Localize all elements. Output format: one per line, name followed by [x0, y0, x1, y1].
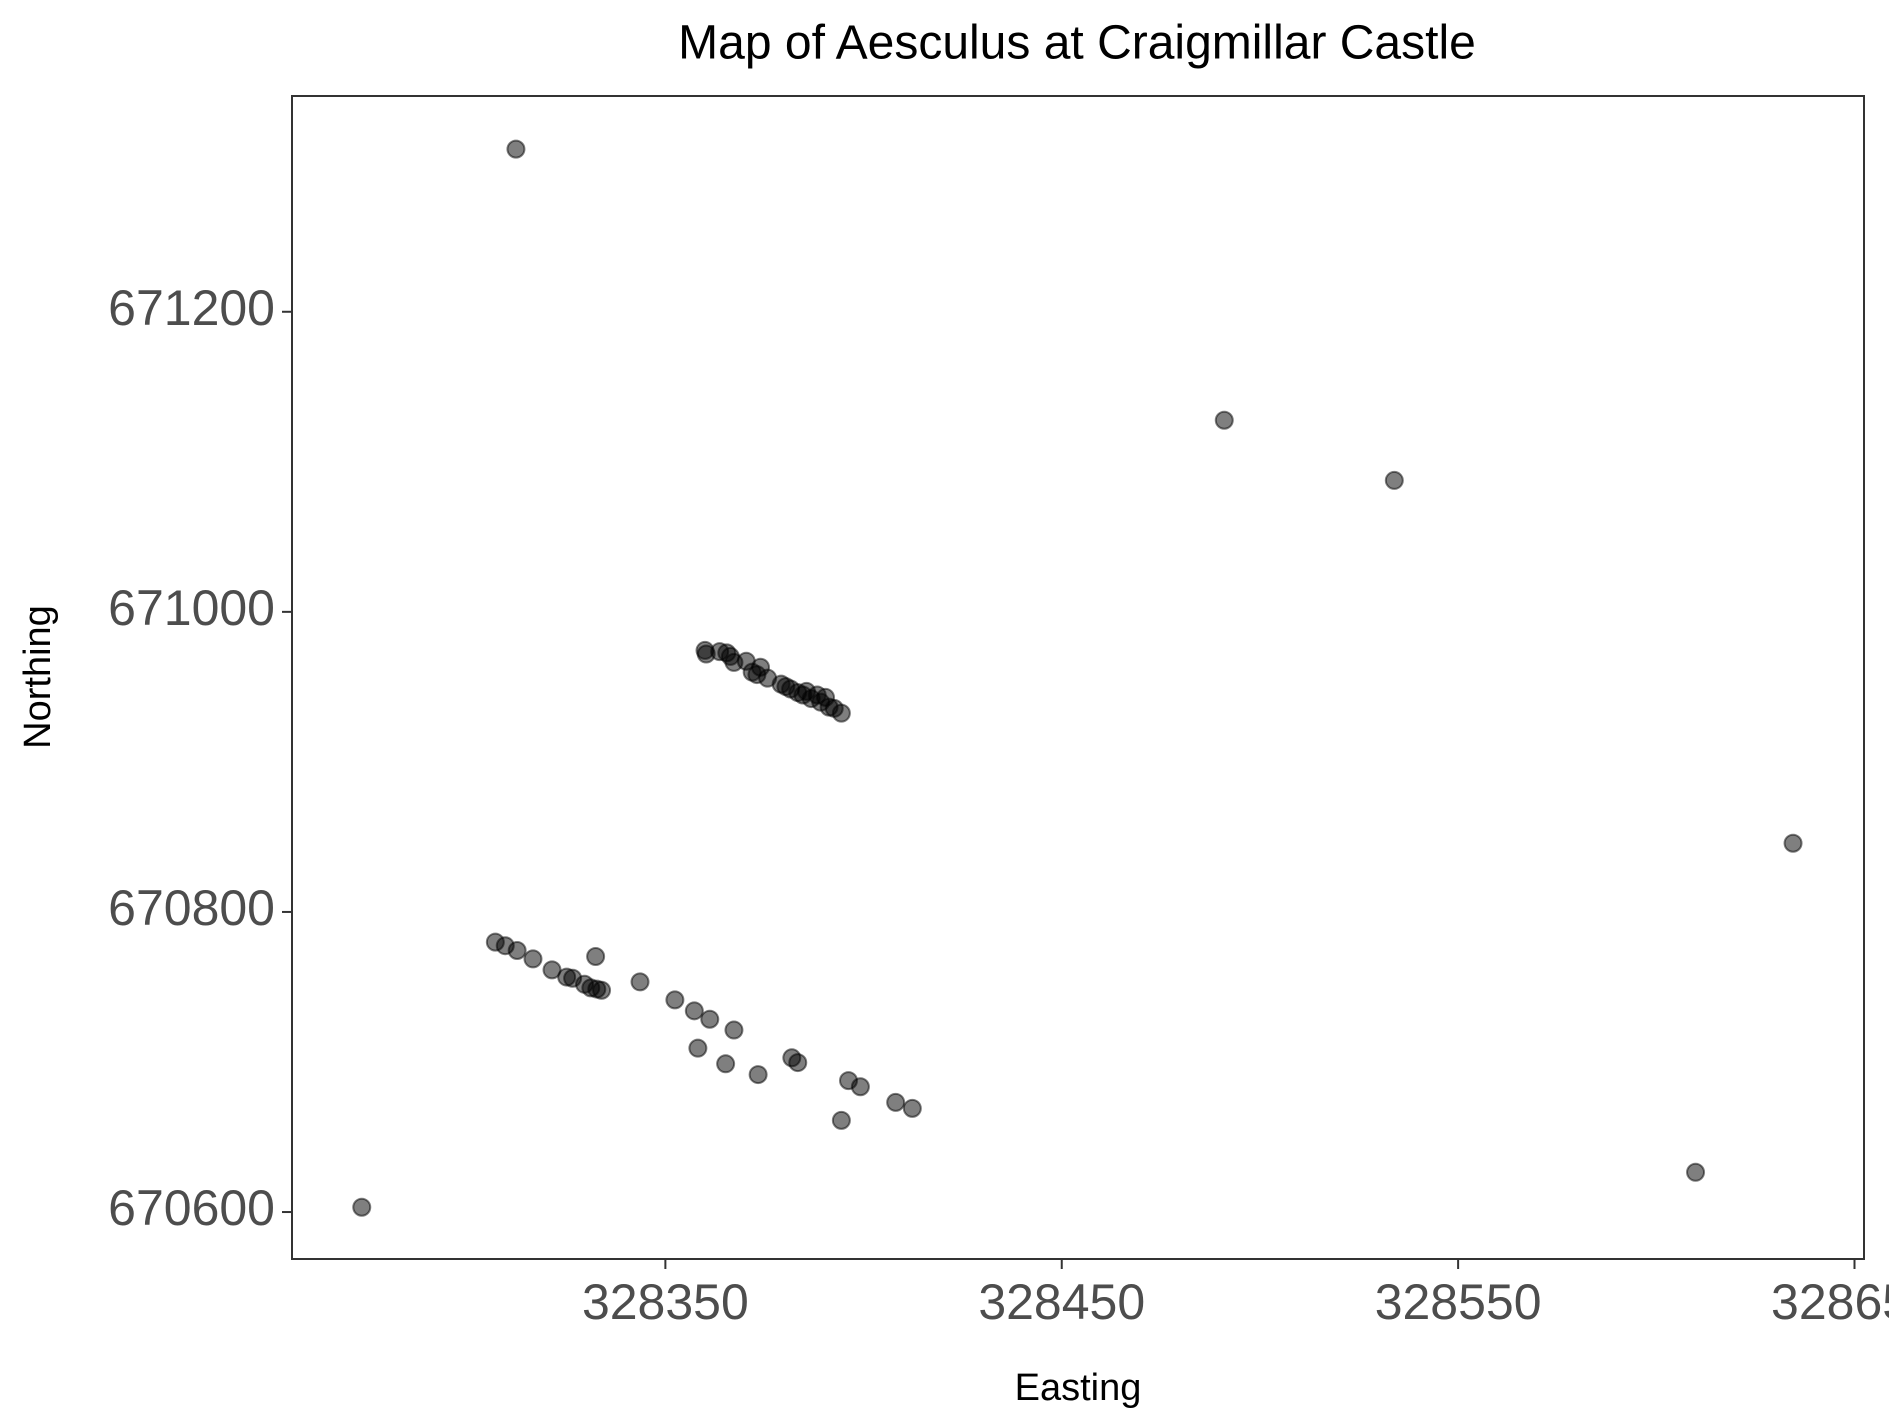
x-tick-label: 328650 — [1771, 1274, 1889, 1330]
plot-panel — [291, 95, 1865, 1260]
point — [700, 1009, 720, 1029]
y-tick-label: 670600 — [108, 1180, 275, 1236]
point — [507, 941, 527, 961]
point — [788, 1053, 808, 1073]
point — [716, 1054, 736, 1074]
point — [352, 1197, 372, 1217]
point — [831, 1110, 851, 1130]
y-axis-label: Northing — [17, 605, 59, 749]
point — [886, 1092, 906, 1112]
point — [831, 703, 851, 723]
point — [523, 949, 543, 969]
x-tick-label: 328450 — [978, 1274, 1145, 1330]
point — [1783, 833, 1803, 853]
point — [688, 1038, 708, 1058]
point — [1384, 470, 1404, 490]
chart-title: Map of Aesculus at Craigmillar Castle — [678, 17, 1476, 70]
point — [592, 980, 612, 1000]
point — [506, 139, 526, 159]
point — [850, 1077, 870, 1097]
x-tick-label: 328350 — [582, 1274, 749, 1330]
x-tick-label: 328550 — [1375, 1274, 1542, 1330]
point — [665, 990, 685, 1010]
y-tick-label: 670800 — [108, 880, 275, 936]
point — [1214, 410, 1234, 430]
point — [684, 1001, 704, 1021]
point — [586, 947, 606, 967]
point — [724, 1020, 744, 1040]
point — [902, 1098, 922, 1118]
y-tick-label: 671200 — [108, 280, 275, 336]
point — [1686, 1162, 1706, 1182]
x-axis-label: Easting — [1015, 1367, 1142, 1409]
y-tick-label: 671000 — [108, 580, 275, 636]
point — [630, 972, 650, 992]
point — [748, 1065, 768, 1085]
